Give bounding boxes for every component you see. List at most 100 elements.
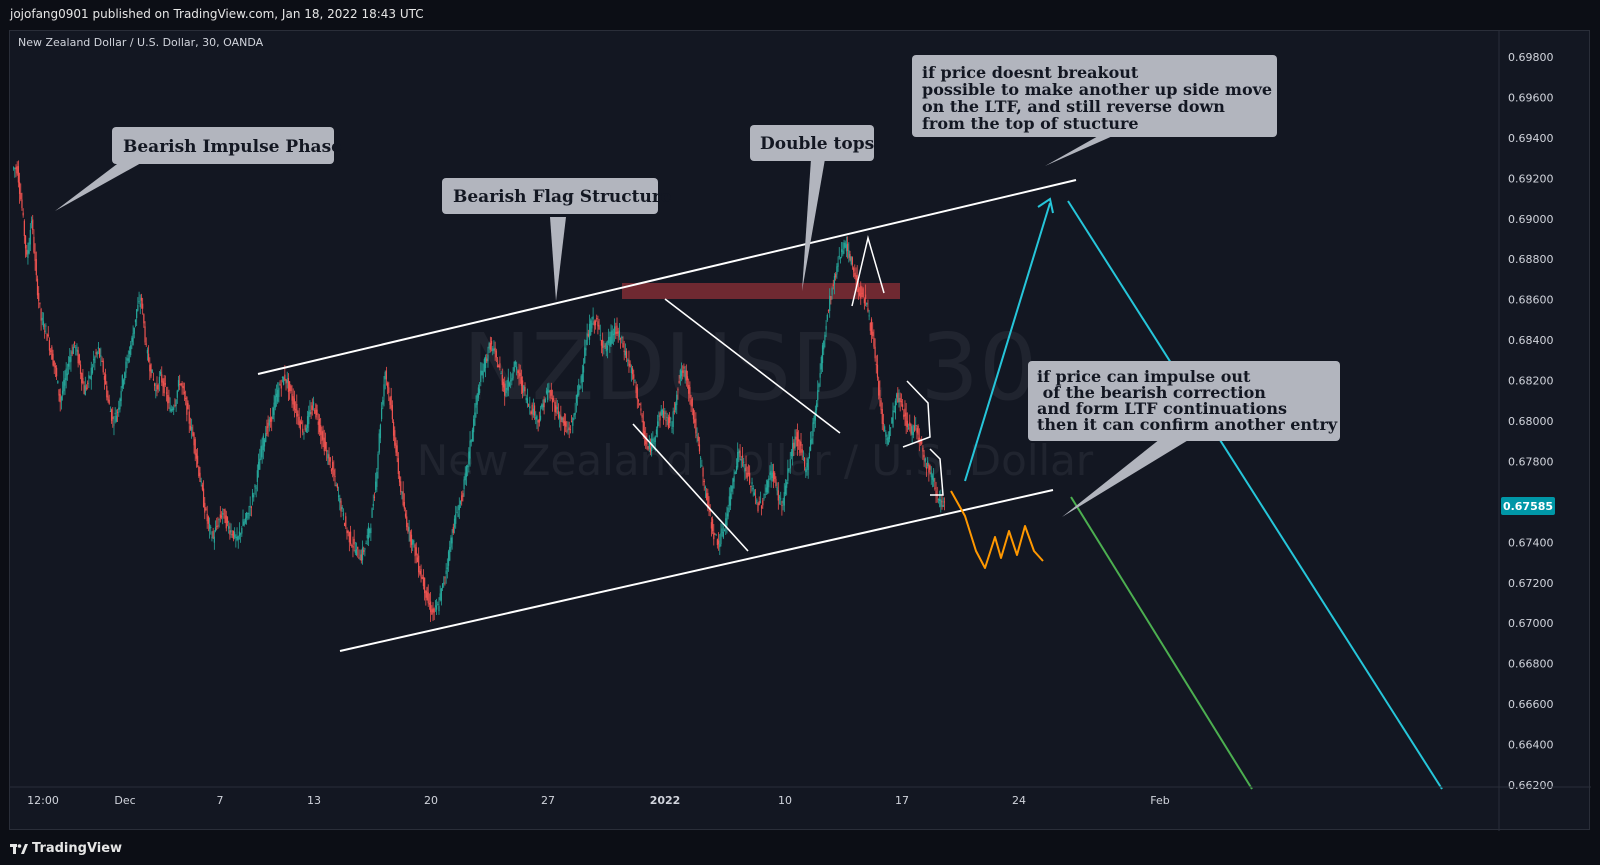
candle: [578, 378, 580, 397]
candle: [189, 417, 192, 431]
candle: [14, 167, 16, 178]
candle: [30, 216, 33, 229]
candle: [614, 318, 616, 342]
candle: [250, 505, 252, 517]
projection-up-arrow[interactable]: [964, 202, 1051, 482]
chart-svg[interactable]: NZDUSD, 30 New Zealand Dollar / U.S. Dol…: [10, 31, 1591, 831]
price-tick-label: 0.68400: [1508, 334, 1554, 347]
candle: [60, 395, 62, 410]
candle: [365, 540, 367, 545]
ltf-orange-path[interactable]: [950, 490, 1044, 569]
price-tick-label: 0.67800: [1508, 455, 1554, 468]
candle: [568, 421, 570, 439]
candle: [468, 447, 470, 473]
candle: [464, 466, 466, 485]
callout-no-breakout-text: if price doesnt breakout possible to make…: [922, 63, 1272, 133]
candle: [657, 414, 659, 438]
candle: [811, 431, 813, 445]
lower-high-wedge-2[interactable]: [929, 448, 944, 496]
inner-channel-lower[interactable]: [632, 423, 749, 552]
candle: [854, 264, 856, 280]
candle: [193, 431, 195, 454]
price-axis[interactable]: 0.69800 0.69600 0.69400 0.69200 0.69000 0.688…: [1508, 51, 1554, 792]
candle: [778, 494, 781, 505]
flag-lower-trendline[interactable]: [339, 489, 1054, 652]
candle: [679, 368, 681, 386]
candle: [615, 322, 617, 339]
callout-bearish-impulse[interactable]: Bearish Impulse Phase: [55, 127, 342, 211]
candle: [922, 445, 924, 461]
candle: [96, 350, 98, 359]
candle: [341, 504, 343, 512]
candle: [142, 297, 144, 315]
candle: [157, 383, 159, 393]
candle: [616, 317, 618, 337]
time-axis[interactable]: 12:00 Dec 7 13 20 27 2022 10 17 24 Feb: [27, 794, 1170, 807]
candle: [505, 380, 507, 398]
candle: [220, 511, 223, 520]
inner-channel-upper[interactable]: [664, 298, 841, 434]
price-tick-label: 0.68200: [1508, 375, 1554, 388]
candle: [201, 482, 203, 492]
candle: [619, 337, 622, 349]
candle: [174, 398, 176, 408]
candle: [208, 517, 211, 539]
candle: [940, 489, 942, 513]
candle: [382, 396, 384, 410]
candle: [213, 530, 215, 550]
projection-down-green[interactable]: [1070, 496, 1253, 790]
callout-double-tops[interactable]: Double tops: [750, 125, 874, 291]
flag-upper-trendline[interactable]: [257, 179, 1077, 375]
candle: [381, 402, 383, 422]
candle: [99, 348, 101, 359]
candle: [330, 467, 333, 475]
callout-no-breakout[interactable]: if price doesnt breakout possible to make…: [912, 55, 1277, 166]
candle: [280, 379, 282, 397]
candle: [720, 523, 722, 547]
tradingview-brand[interactable]: TradingView: [10, 841, 122, 856]
candle: [415, 542, 417, 564]
callout-bearish-flag[interactable]: Bearish Flag Structure: [442, 178, 672, 301]
candle: [300, 416, 303, 425]
candle: [655, 426, 658, 438]
candle: [838, 247, 840, 260]
candle: [493, 340, 495, 354]
candle: [728, 487, 730, 513]
double-top-wedge[interactable]: [851, 235, 885, 307]
resistance-zone[interactable]: [622, 283, 900, 299]
candle: [342, 508, 344, 521]
candle: [826, 313, 828, 322]
candle: [195, 449, 198, 468]
price-tick-label: 0.67400: [1508, 536, 1554, 549]
candle: [34, 243, 36, 271]
candle: [347, 529, 349, 537]
structure-lines[interactable]: [257, 179, 1077, 652]
candle: [275, 384, 278, 407]
last-price-label: 0.67585: [1503, 500, 1553, 513]
projection-down-line[interactable]: [1067, 200, 1443, 790]
candle: [697, 432, 699, 447]
candle: [150, 363, 152, 379]
candle: [784, 479, 787, 497]
candle: [841, 242, 843, 259]
candle: [867, 299, 869, 313]
candle: [594, 319, 597, 330]
candle: [482, 363, 484, 383]
candle: [359, 549, 361, 561]
candle: [177, 376, 180, 392]
candle: [216, 517, 218, 531]
candle: [933, 468, 935, 487]
candle: [430, 592, 432, 622]
chart-title: New Zealand Dollar / U.S. Dollar, 30, OA…: [18, 36, 264, 49]
candle: [727, 504, 729, 520]
candle: [268, 416, 270, 432]
lower-high-wedge-1[interactable]: [902, 380, 931, 448]
candle: [691, 397, 693, 416]
candle: [401, 491, 403, 500]
callout-impulse-out[interactable]: if price can impulse out of the bearish …: [1028, 361, 1340, 517]
candle: [287, 373, 290, 401]
chart-frame[interactable]: NZDUSD, 30 New Zealand Dollar / U.S. Dol…: [9, 30, 1591, 831]
candle: [713, 524, 715, 546]
candle: [91, 363, 94, 375]
candle: [524, 382, 526, 396]
